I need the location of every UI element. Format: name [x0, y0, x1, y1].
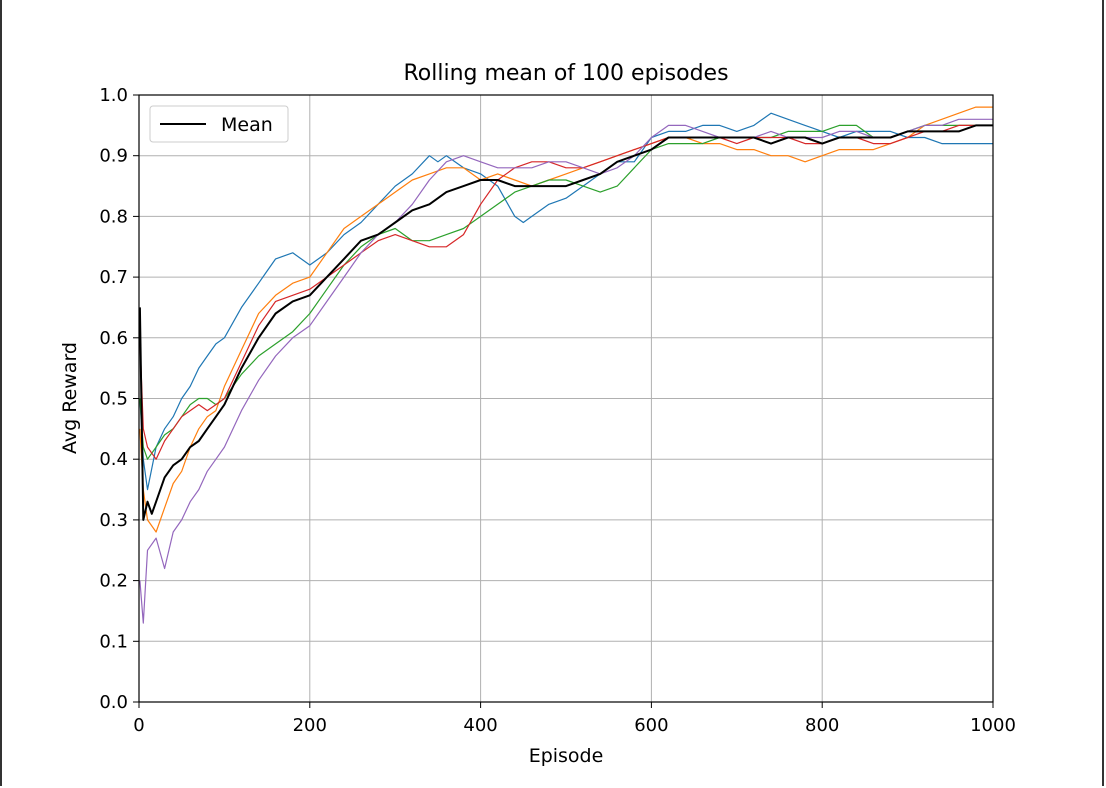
- y-tick-label: 0.1: [99, 631, 128, 652]
- series-line-run-4: [139, 124, 993, 460]
- legend-label-mean: Mean: [221, 114, 273, 136]
- series-line-run-2: [139, 106, 993, 533]
- axis-ticks: 0 200 400 600 800 1000 0.0 0.1 0.2 0.3 0.4 0.5 0.6 0.…: [99, 85, 1016, 736]
- legend: Mean: [149, 105, 289, 143]
- x-tick-label: 600: [634, 715, 668, 736]
- x-tick-label: 1000: [970, 715, 1016, 736]
- y-tick-label: 0.8: [99, 206, 128, 227]
- x-tick-label: 800: [805, 715, 839, 736]
- y-tick-label: 0.6: [99, 328, 128, 349]
- y-tick-label: 0.0: [99, 692, 128, 713]
- y-axis-label: Avg Reward: [59, 342, 81, 454]
- y-tick-label: 1.0: [99, 85, 128, 106]
- x-axis-label: Episode: [529, 745, 604, 767]
- legend-box: [149, 105, 289, 143]
- series-line-run-3: [139, 124, 993, 460]
- y-tick-label: 0.7: [99, 267, 128, 288]
- y-tick-label: 0.4: [99, 449, 128, 470]
- x-tick-label: 400: [463, 715, 497, 736]
- series-line-mean: [138, 124, 993, 521]
- x-tick-label: 0: [133, 715, 144, 736]
- series-line-run-1: [139, 112, 993, 491]
- chart-title: Rolling mean of 100 episodes: [403, 61, 728, 86]
- series-lines: [138, 106, 993, 624]
- y-tick-label: 0.5: [99, 389, 128, 410]
- y-tick-label: 0.2: [99, 571, 128, 592]
- x-tick-label: 200: [293, 715, 327, 736]
- series-line-run-5: [139, 118, 993, 624]
- y-tick-label: 0.3: [99, 510, 128, 531]
- y-tick-label: 0.9: [99, 146, 128, 167]
